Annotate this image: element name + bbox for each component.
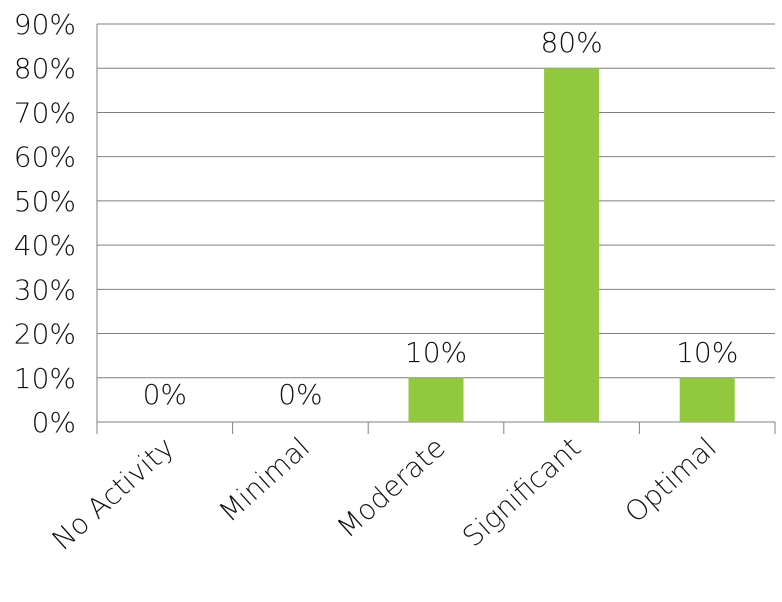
- y-tick-label: 80%: [14, 52, 76, 85]
- x-axis-label: Minimal: [212, 431, 316, 529]
- y-tick-label: 20%: [14, 318, 76, 351]
- x-axis-label: Significant: [456, 431, 587, 554]
- data-label: 80%: [540, 26, 602, 59]
- x-axis-label: Moderate: [331, 431, 452, 545]
- data-label: 10%: [405, 336, 467, 369]
- bar-optimal: [679, 377, 735, 422]
- data-label: 0%: [278, 378, 322, 411]
- data-label: 10%: [676, 336, 738, 369]
- data-label: 0%: [143, 378, 187, 411]
- bar-significant: [544, 68, 600, 422]
- bar-moderate: [408, 377, 464, 422]
- y-tick-label: 0%: [32, 406, 76, 439]
- y-tick-label: 50%: [14, 185, 76, 218]
- y-tick-label: 10%: [14, 362, 76, 395]
- y-tick-label: 70%: [14, 96, 76, 129]
- x-axis-label: No Activity: [46, 431, 181, 557]
- y-tick-label: 90%: [14, 8, 76, 41]
- y-tick-label: 60%: [14, 141, 76, 174]
- y-tick-label: 40%: [14, 229, 76, 262]
- x-axis-label: Optimal: [618, 431, 722, 530]
- y-tick-label: 30%: [14, 273, 76, 306]
